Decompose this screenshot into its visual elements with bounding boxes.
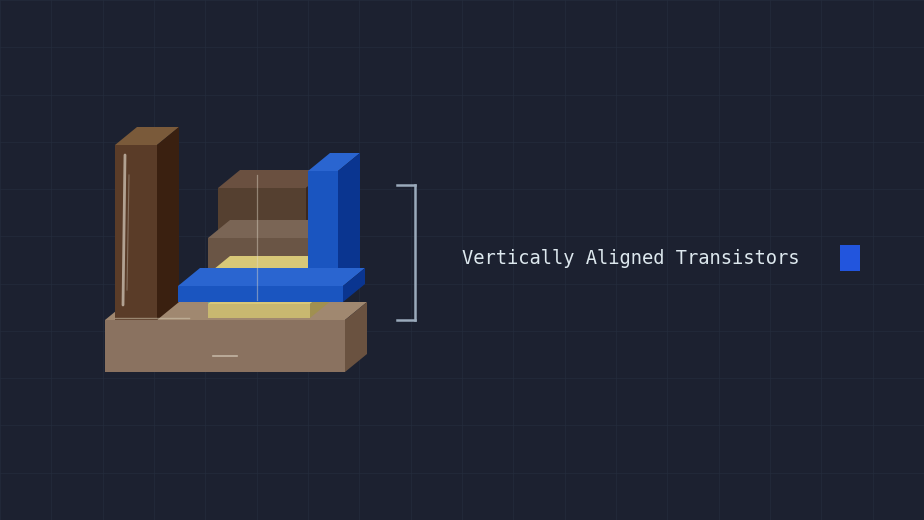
Text: Vertically Aligned Transistors: Vertically Aligned Transistors: [462, 249, 799, 267]
Polygon shape: [343, 268, 365, 302]
Polygon shape: [308, 171, 338, 286]
Polygon shape: [310, 286, 332, 318]
Polygon shape: [338, 153, 360, 286]
Polygon shape: [105, 320, 345, 372]
Polygon shape: [208, 220, 332, 238]
FancyBboxPatch shape: [840, 245, 860, 271]
Polygon shape: [178, 286, 343, 302]
Polygon shape: [218, 170, 328, 188]
Polygon shape: [178, 268, 365, 286]
Polygon shape: [208, 274, 310, 294]
Polygon shape: [308, 153, 360, 171]
Polygon shape: [208, 274, 332, 292]
Polygon shape: [208, 292, 310, 306]
Polygon shape: [208, 304, 310, 318]
Polygon shape: [105, 302, 367, 320]
Polygon shape: [208, 256, 332, 274]
Polygon shape: [306, 170, 328, 240]
Polygon shape: [218, 188, 306, 240]
Polygon shape: [157, 127, 179, 320]
Polygon shape: [345, 302, 367, 372]
Polygon shape: [310, 274, 332, 306]
Polygon shape: [310, 256, 332, 294]
Polygon shape: [115, 145, 157, 320]
Polygon shape: [115, 127, 179, 145]
Polygon shape: [208, 238, 310, 276]
Polygon shape: [208, 286, 332, 304]
Polygon shape: [310, 220, 332, 276]
